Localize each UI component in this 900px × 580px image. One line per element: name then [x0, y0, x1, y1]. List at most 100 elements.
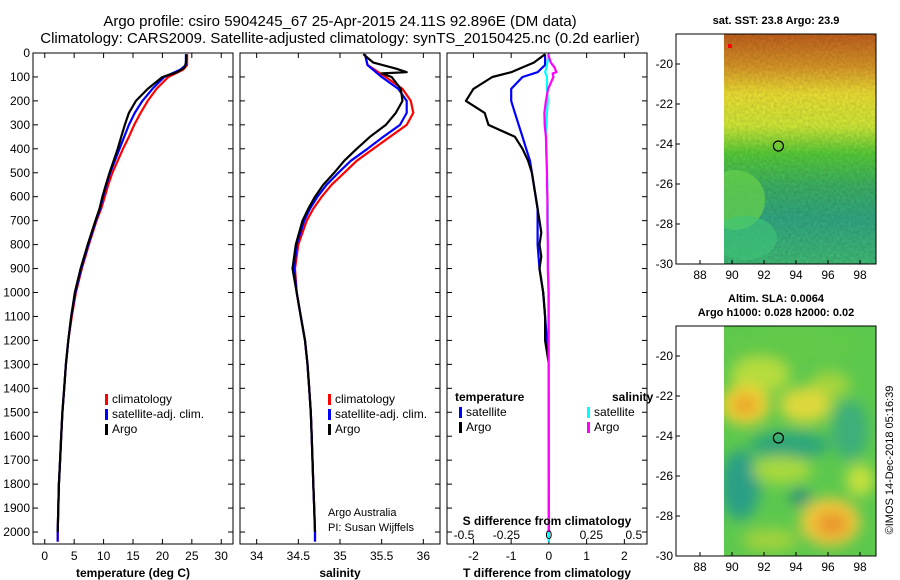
difference-legend-s-argo-swatch: [587, 422, 590, 433]
difference-xlabel: T difference from climatology: [463, 566, 631, 580]
difference-plot-frame: [446, 52, 648, 545]
salinity-series-satellite-adj-clim-: [293, 53, 408, 542]
temperature-legend-1-swatch: [105, 409, 108, 420]
difference-legend-salinity-title: salinity: [612, 390, 654, 404]
difference-legend-s-satellite-label: satellite: [594, 405, 635, 419]
temperature-series-climatology: [56, 54, 189, 542]
temperature-legend-0-swatch: [105, 394, 108, 405]
temperature-xtick-label: 25: [185, 549, 199, 563]
depth-ytick-label: 200: [10, 94, 30, 108]
sst-map-ytick-label: -20: [656, 57, 674, 71]
difference-top-tick-label: -0.25: [493, 528, 521, 542]
sst-map-title: sat. SST: 23.8 Argo: 23.9: [713, 15, 840, 27]
salinity-legend-2-swatch: [328, 424, 331, 435]
sst-map-xtick-label: 90: [725, 268, 739, 282]
sla-map-ytick-label: -30: [656, 549, 674, 563]
difference-xtick-label: 1: [583, 549, 590, 563]
difference-legend-t-satellite-label: satellite: [466, 405, 507, 419]
temperature-xtick-label: 15: [126, 549, 140, 563]
sla-map-ytick-label: -20: [656, 349, 674, 363]
sla-map-xtick-label: 92: [757, 560, 771, 574]
depth-ytick-label: 900: [10, 262, 30, 276]
temperature-xtick-label: 5: [71, 549, 78, 563]
depth-ytick-label: 1200: [3, 333, 30, 347]
temperature-legend-2-label: Argo: [112, 422, 138, 436]
salinity-xlabel: salinity: [319, 566, 361, 580]
difference-legend-t-argo-label: Argo: [466, 420, 492, 434]
difference-series-t-argo: [464, 53, 551, 532]
figure-title-line2: Climatology: CARS2009. Satellite-adjuste…: [40, 30, 639, 47]
salinity-panel: 34 34.5 35 35.5 36 salinity climatologysatelli…: [239, 52, 441, 580]
salinity-legend-0-swatch: [328, 394, 331, 405]
sla-map-title-line1: Altim. SLA: 0.0064: [728, 293, 825, 305]
depth-ytick-label: 400: [10, 142, 30, 156]
depth-ytick-label: 1500: [3, 405, 30, 419]
difference-top-tick-label: -0.5: [454, 528, 475, 542]
difference-top-tick-label: 0: [546, 528, 553, 542]
sla-map-panel: Altim. SLA: 0.0064 Argo h1000: 0.028 h20…: [656, 293, 877, 574]
depth-ytick-label: 1700: [3, 453, 30, 467]
imos-credit: ©IMOS 14-Dec-2018 05:16:39: [884, 386, 896, 535]
sla-map-ytick-label: -22: [656, 389, 674, 403]
sst-map-xtick-label: 96: [821, 268, 835, 282]
sst-map-argo-location-marker: [772, 140, 785, 152]
salinity-legend-0-label: climatology: [335, 392, 395, 406]
difference-legend-t-argo-swatch: [459, 422, 462, 433]
temperature-legend-2-swatch: [105, 424, 108, 435]
salinity-xtick-label: 35: [333, 549, 347, 563]
sst-map-xtick-label: 88: [693, 268, 707, 282]
depth-ytick-label: 1300: [3, 357, 30, 371]
depth-ytick-label: 0: [23, 46, 30, 60]
depth-ytick-label: 1900: [3, 501, 30, 515]
depth-ytick-label: 300: [10, 118, 30, 132]
sla-map-xtick-label: 98: [853, 560, 867, 574]
depth-ytick-label: 500: [10, 166, 30, 180]
difference-legend-s-satellite-swatch: [587, 407, 590, 418]
sst-heatmap: [724, 34, 876, 264]
sst-map-blank-area: [676, 34, 724, 264]
temperature-series-argo: [56, 54, 188, 533]
sla-map-xtick-label: 90: [725, 560, 739, 574]
difference-xtick-label: -2: [468, 549, 479, 563]
difference-top-tick-label: 0.25: [580, 528, 604, 542]
difference-top-label: S difference from climatology: [463, 514, 632, 528]
sst-map-frame: [675, 33, 877, 265]
difference-legend-t-satellite-swatch: [459, 407, 462, 418]
salinity-xtick-label: 34: [250, 549, 264, 563]
difference-xtick-label: 0: [546, 549, 553, 563]
salinity-xtick-label: 34.5: [287, 549, 311, 563]
depth-ytick-label: 600: [10, 190, 30, 204]
sla-map-argo-location-marker: [772, 432, 785, 444]
temperature-legend-1-label: satellite-adj. clim.: [112, 407, 204, 421]
depth-ytick-label: 1600: [3, 429, 30, 443]
depth-ytick-label: 100: [10, 70, 30, 84]
temperature-xtick-label: 10: [97, 549, 111, 563]
difference-legend-s-argo-label: Argo: [594, 420, 620, 434]
sst-map-xtick-label: 98: [853, 268, 867, 282]
sla-map-ytick-label: -26: [656, 469, 674, 483]
sla-map-frame: [675, 325, 877, 557]
sla-heatmap: [724, 326, 876, 556]
salinity-plot-frame: [239, 52, 441, 545]
salinity-legend-2-label: Argo: [335, 422, 361, 436]
salinity-xtick-label: 36: [417, 549, 431, 563]
temperature-legend-0-label: climatology: [112, 392, 172, 406]
temperature-xtick-label: 30: [215, 549, 229, 563]
sst-map-ytick-label: -22: [656, 97, 674, 111]
sst-map-ytick-label: -24: [656, 137, 674, 151]
temperature-panel: 0 5 10 15 20 25 300100200300400500600700800900…: [3, 46, 234, 580]
depth-ytick-label: 2000: [3, 525, 30, 539]
figure-title-line1: Argo profile: csiro 5904245_67 25-Apr-20…: [103, 13, 576, 30]
sst-map-xtick-label: 94: [789, 268, 803, 282]
salinity-xtick-label: 35.5: [370, 549, 394, 563]
salinity-series-argo: [291, 53, 408, 533]
sla-map-xtick-label: 88: [693, 560, 707, 574]
difference-series-s-argo: [543, 53, 558, 533]
depth-ytick-label: 1800: [3, 477, 30, 491]
difference-panel: -2 -1 0 1 2 T difference from climatology S di…: [446, 52, 654, 580]
depth-ytick-label: 700: [10, 214, 30, 228]
temperature-series-satellite-adj-clim-: [56, 54, 187, 542]
sst-map-ytick-label: -30: [656, 257, 674, 271]
sla-map-xtick-label: 94: [789, 560, 803, 574]
